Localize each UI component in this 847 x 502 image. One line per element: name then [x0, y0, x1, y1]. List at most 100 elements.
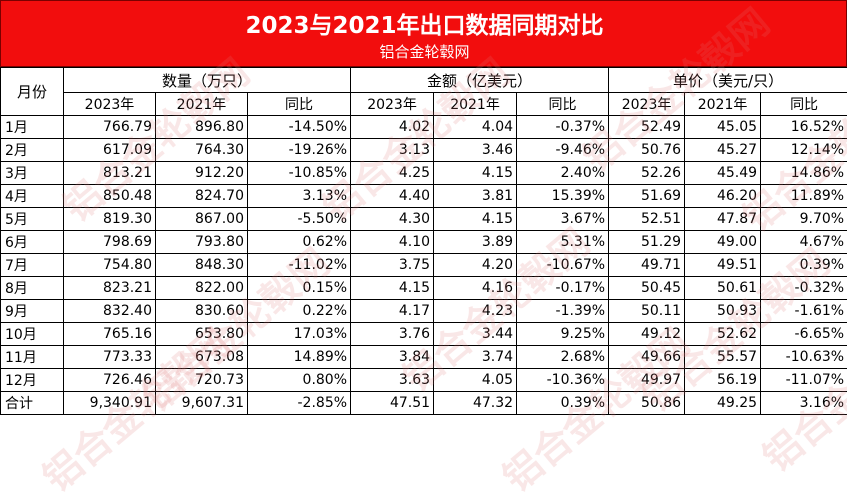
- value-cell: 47.32: [434, 392, 517, 415]
- value-cell: 4.04: [434, 116, 517, 139]
- value-cell: 3.46: [434, 139, 517, 162]
- value-cell: 9.70%: [761, 208, 847, 231]
- value-cell: -0.32%: [761, 277, 847, 300]
- value-cell: 726.46: [64, 369, 156, 392]
- value-cell: 5.31%: [517, 231, 609, 254]
- month-cell: 7月: [1, 254, 64, 277]
- month-cell: 8月: [1, 277, 64, 300]
- value-cell: 50.45: [609, 277, 685, 300]
- value-cell: 3.67%: [517, 208, 609, 231]
- month-cell: 3月: [1, 162, 64, 185]
- value-cell: -2.85%: [248, 392, 351, 415]
- value-cell: 3.74: [434, 346, 517, 369]
- page-title: 2023与2021年出口数据同期对比: [1, 6, 847, 40]
- value-cell: 4.10: [351, 231, 434, 254]
- value-cell: 50.86: [609, 392, 685, 415]
- value-cell: 793.80: [156, 231, 248, 254]
- value-cell: 4.30: [351, 208, 434, 231]
- value-cell: -14.50%: [248, 116, 351, 139]
- value-cell: 720.73: [156, 369, 248, 392]
- value-cell: 17.03%: [248, 323, 351, 346]
- value-cell: 49.71: [609, 254, 685, 277]
- value-cell: 45.49: [685, 162, 761, 185]
- value-cell: 896.80: [156, 116, 248, 139]
- value-cell: 0.39%: [761, 254, 847, 277]
- value-cell: 823.21: [64, 277, 156, 300]
- value-cell: 653.80: [156, 323, 248, 346]
- value-cell: 47.87: [685, 208, 761, 231]
- value-cell: 11.89%: [761, 185, 847, 208]
- value-cell: -0.37%: [517, 116, 609, 139]
- value-cell: 4.17: [351, 300, 434, 323]
- value-cell: 3.16%: [761, 392, 847, 415]
- value-cell: 50.61: [685, 277, 761, 300]
- value-cell: 4.15: [351, 277, 434, 300]
- value-cell: 0.22%: [248, 300, 351, 323]
- value-cell: 45.27: [685, 139, 761, 162]
- value-cell: 52.62: [685, 323, 761, 346]
- value-cell: 912.20: [156, 162, 248, 185]
- month-cell: 6月: [1, 231, 64, 254]
- value-cell: -10.63%: [761, 346, 847, 369]
- value-cell: 0.15%: [248, 277, 351, 300]
- value-cell: 49.51: [685, 254, 761, 277]
- value-cell: 798.69: [64, 231, 156, 254]
- value-cell: -10.85%: [248, 162, 351, 185]
- month-cell: 5月: [1, 208, 64, 231]
- value-cell: 9,607.31: [156, 392, 248, 415]
- subheader-cell: 2021年: [434, 93, 517, 116]
- value-cell: 3.44: [434, 323, 517, 346]
- month-cell: 2月: [1, 139, 64, 162]
- value-cell: 56.19: [685, 369, 761, 392]
- month-cell: 12月: [1, 369, 64, 392]
- value-cell: 4.16: [434, 277, 517, 300]
- value-cell: 766.79: [64, 116, 156, 139]
- value-cell: 3.84: [351, 346, 434, 369]
- value-cell: 3.75: [351, 254, 434, 277]
- month-cell: 1月: [1, 116, 64, 139]
- value-cell: 4.20: [434, 254, 517, 277]
- value-cell: 832.40: [64, 300, 156, 323]
- month-cell: 9月: [1, 300, 64, 323]
- value-cell: -10.36%: [517, 369, 609, 392]
- value-cell: 754.80: [64, 254, 156, 277]
- value-cell: 813.21: [64, 162, 156, 185]
- page-subtitle: 铝合金轮毂网: [1, 41, 847, 62]
- value-cell: 51.69: [609, 185, 685, 208]
- group-header-amount: 金额（亿美元）: [351, 68, 609, 93]
- value-cell: 3.76: [351, 323, 434, 346]
- export-comparison-sheet: 2023与2021年出口数据同期对比 铝合金轮毂网 月份 数量（万只） 金额（亿…: [0, 0, 847, 459]
- value-cell: 822.00: [156, 277, 248, 300]
- value-cell: 3.81: [434, 185, 517, 208]
- group-header-unit-price: 单价（美元/只）: [609, 68, 847, 93]
- value-cell: 3.13: [351, 139, 434, 162]
- value-cell: -9.46%: [517, 139, 609, 162]
- value-cell: 824.70: [156, 185, 248, 208]
- value-cell: 819.30: [64, 208, 156, 231]
- value-cell: -0.17%: [517, 277, 609, 300]
- value-cell: -10.67%: [517, 254, 609, 277]
- month-cell: 10月: [1, 323, 64, 346]
- month-cell: 11月: [1, 346, 64, 369]
- value-cell: 830.60: [156, 300, 248, 323]
- value-cell: 848.30: [156, 254, 248, 277]
- header-row-subcolumns: 2023年 2021年 同比 2023年 2021年 同比 2023年 2021…: [1, 93, 847, 116]
- value-cell: 4.25: [351, 162, 434, 185]
- value-cell: 9.25%: [517, 323, 609, 346]
- value-cell: -11.07%: [761, 369, 847, 392]
- value-cell: 764.30: [156, 139, 248, 162]
- group-header-quantity: 数量（万只）: [64, 68, 351, 93]
- month-cell: 合计: [1, 392, 64, 415]
- value-cell: 2.40%: [517, 162, 609, 185]
- value-cell: 4.02: [351, 116, 434, 139]
- value-cell: 46.20: [685, 185, 761, 208]
- value-cell: 14.86%: [761, 162, 847, 185]
